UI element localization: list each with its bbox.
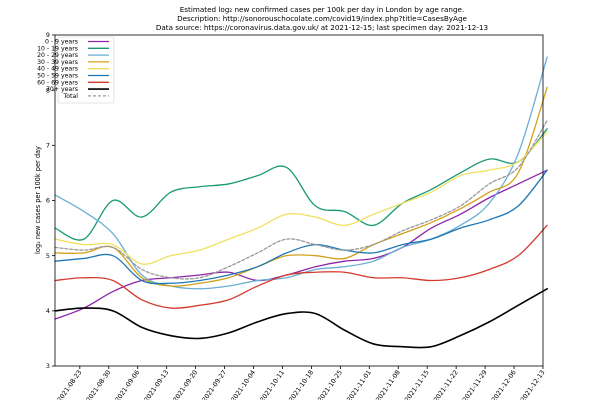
legend-label: 70+ years [46, 86, 78, 93]
series-line-60-69-years [54, 224, 548, 309]
legend-label: 50 - 59 years [37, 73, 78, 80]
legend-label: 10 - 19 years [37, 45, 78, 52]
y-tick-label: 9 [46, 31, 50, 39]
y-tick-label: 7 [46, 142, 50, 150]
y-axis-label: log₂ new cases per 100k per day [34, 146, 42, 254]
series-line-40-49-years [54, 130, 548, 265]
plot-frame [54, 34, 544, 367]
chart-title-line-1: Estimated log₂ new confirmed cases per 1… [180, 5, 465, 14]
chart-title-line-3: Data source: https://coronavirus.data.go… [156, 23, 488, 32]
legend-box [57, 36, 115, 104]
series-line-70-years [54, 287, 548, 349]
legend-label: 30 - 39 years [37, 59, 78, 66]
series-line-20-29-years [54, 56, 548, 290]
legend-label: Total [63, 93, 79, 100]
series-line-30-39-years [54, 86, 548, 287]
y-tick-label: 6 [46, 197, 50, 205]
legend-label: 40 - 49 years [37, 66, 78, 73]
y-tick-label: 5 [46, 252, 50, 260]
y-tick-label: 3 [46, 362, 50, 370]
y-tick-label: 4 [46, 307, 50, 315]
series-line-0-9-years [54, 169, 548, 320]
series-layer [54, 56, 548, 349]
legend-label: 20 - 29 years [37, 52, 78, 59]
legend-label: 60 - 69 years [37, 79, 78, 86]
chart-title-line-2: Description: http://sonorouschocolate.co… [177, 14, 467, 23]
series-line-10-19-years [54, 128, 548, 241]
chart-title: Estimated log₂ new confirmed cases per 1… [156, 5, 488, 32]
series-line-50-59-years [54, 169, 548, 285]
y-tick-label: 8 [46, 86, 50, 94]
legend-label: 0 - 9 years [45, 39, 78, 46]
series-line-total [54, 119, 548, 280]
